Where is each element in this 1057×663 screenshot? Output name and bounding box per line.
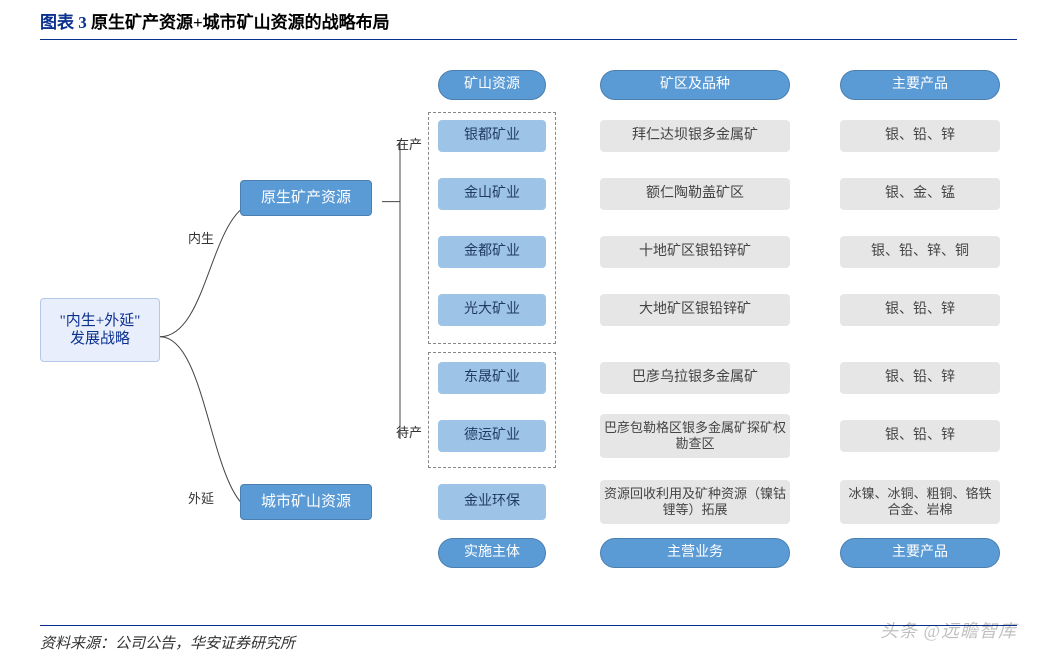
footer-col2: 主营业务 (600, 538, 790, 568)
row2-col2: 十地矿区银铅锌矿 (600, 236, 790, 268)
label-in-production: 在产 (396, 134, 422, 153)
row5-col1: 德运矿业 (438, 420, 546, 452)
row3-col3: 银、铅、锌 (840, 294, 1000, 326)
header-col2: 矿区及品种 (600, 70, 790, 100)
row5-col3: 银、铅、锌 (840, 420, 1000, 452)
header-col3: 主要产品 (840, 70, 1000, 100)
chart-title: 图表 3 原生矿产资源+城市矿山资源的战略布局 (40, 8, 1017, 40)
row3-col1: 光大矿业 (438, 294, 546, 326)
row2-col1: 金都矿业 (438, 236, 546, 268)
header-col1: 矿山资源 (438, 70, 546, 100)
title-prefix: 图表 3 (40, 13, 87, 32)
row2-col3: 银、铅、锌、铜 (840, 236, 1000, 268)
row0-col1: 银都矿业 (438, 120, 546, 152)
title-text: 原生矿产资源+城市矿山资源的战略布局 (91, 13, 390, 32)
node-urban: 城市矿山资源 (240, 484, 372, 520)
row4-col2: 巴彦乌拉银多金属矿 (600, 362, 790, 394)
row0-col2: 拜仁达坝银多金属矿 (600, 120, 790, 152)
label-pending: 待产 (396, 422, 422, 441)
root-node: "内生+外延" 发展战略 (40, 298, 160, 362)
row0-col3: 银、铅、锌 (840, 120, 1000, 152)
row4-col3: 银、铅、锌 (840, 362, 1000, 394)
row6-col3: 冰镍、冰铜、粗铜、铬铁合金、岩棉 (840, 480, 1000, 524)
row5-col2: 巴彦包勒格区银多金属矿探矿权勘查区 (600, 414, 790, 458)
footer-col3: 主要产品 (840, 538, 1000, 568)
row1-col2: 额仁陶勒盖矿区 (600, 178, 790, 210)
row6-col2: 资源回收利用及矿种资源（镍钴锂等）拓展 (600, 480, 790, 524)
row3-col2: 大地矿区银铅锌矿 (600, 294, 790, 326)
label-inner: 内生 (188, 228, 214, 247)
root-line1: "内生+外延" (60, 312, 141, 330)
label-outer: 外延 (188, 488, 214, 507)
node-primary: 原生矿产资源 (240, 180, 372, 216)
diagram-canvas: "内生+外延" 发展战略 内生 外延 原生矿产资源 城市矿山资源 在产 待产 矿… (40, 40, 1017, 613)
root-line2: 发展战略 (70, 330, 130, 348)
watermark: 头条 @远瞻智库 (880, 617, 1017, 643)
row6-col1: 金业环保 (438, 484, 546, 520)
source-footer: 资料来源：公司公告，华安证券研究所 (40, 625, 1017, 653)
row1-col1: 金山矿业 (438, 178, 546, 210)
footer-col1: 实施主体 (438, 538, 546, 568)
row4-col1: 东晟矿业 (438, 362, 546, 394)
row1-col3: 银、金、锰 (840, 178, 1000, 210)
